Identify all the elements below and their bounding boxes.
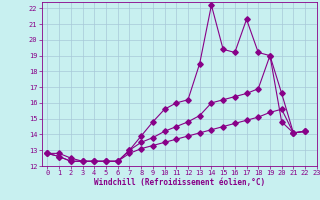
X-axis label: Windchill (Refroidissement éolien,°C): Windchill (Refroidissement éolien,°C) bbox=[94, 178, 265, 187]
